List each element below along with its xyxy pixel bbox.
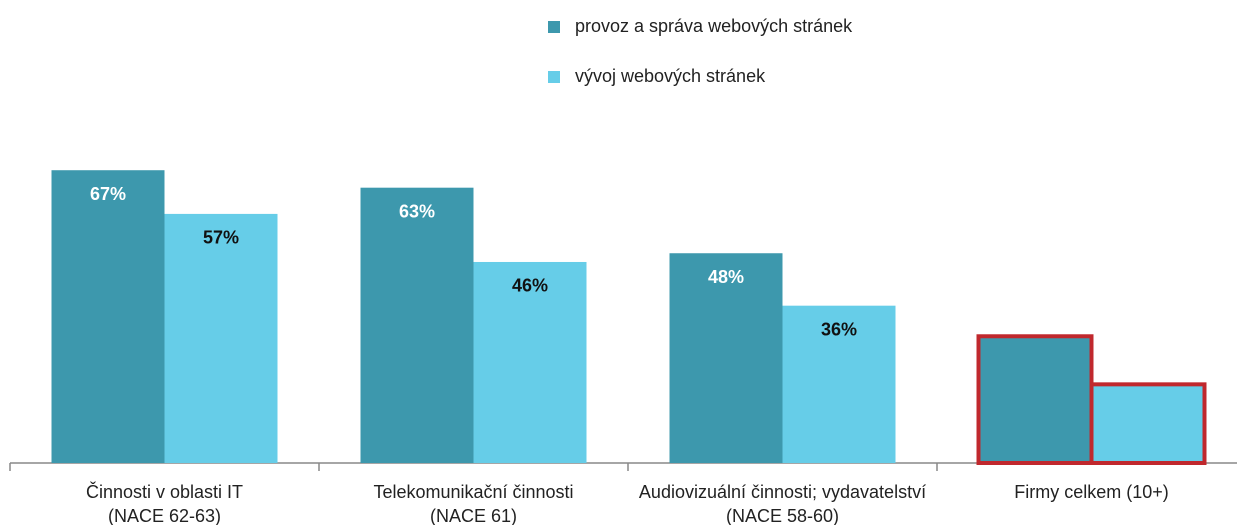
x-tick-label: Činnosti v oblasti IT xyxy=(86,481,243,502)
bar xyxy=(473,261,587,463)
x-tick-label: Firmy celkem (10+) xyxy=(1014,482,1169,502)
x-tick-label: (NACE 62-63) xyxy=(108,506,221,525)
legend-label: vývoj webových stránek xyxy=(575,66,766,86)
bar xyxy=(669,253,783,463)
value-label: 48% xyxy=(708,267,744,287)
x-tick-label: (NACE 58-60) xyxy=(726,506,839,525)
legend-swatch xyxy=(548,21,560,33)
bar xyxy=(1089,382,1207,465)
value-label: 67% xyxy=(90,184,126,204)
bar xyxy=(360,187,474,463)
value-label: 36% xyxy=(821,319,857,339)
value-label: 63% xyxy=(399,201,435,221)
value-label: 46% xyxy=(512,276,548,296)
x-tick-label: (NACE 61) xyxy=(430,506,517,525)
bar xyxy=(782,305,896,463)
bar xyxy=(51,170,165,463)
value-label: 57% xyxy=(203,228,239,248)
x-tick-label: Telekomunikační činnosti xyxy=(373,482,573,502)
x-tick-label: Audiovizuální činnosti; vydavatelství xyxy=(639,482,926,502)
legend-swatch xyxy=(548,71,560,83)
legend-label: provoz a správa webových stránek xyxy=(575,16,853,36)
bar xyxy=(976,334,1094,465)
bar xyxy=(164,213,278,463)
